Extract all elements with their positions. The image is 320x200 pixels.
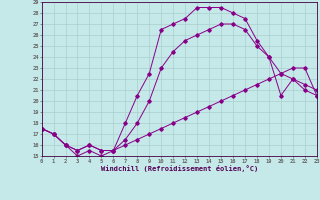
X-axis label: Windchill (Refroidissement éolien,°C): Windchill (Refroidissement éolien,°C) [100,165,258,172]
